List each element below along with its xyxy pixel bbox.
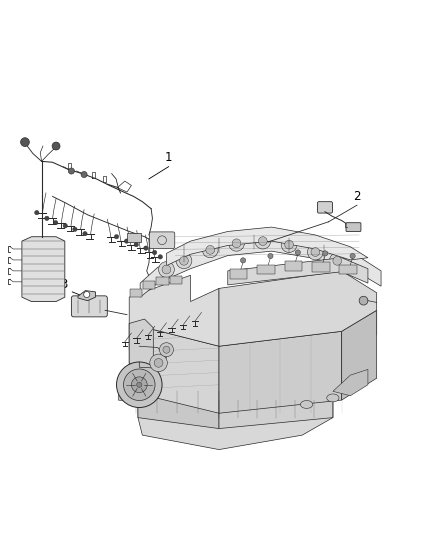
Circle shape [68, 168, 74, 174]
Circle shape [124, 239, 129, 243]
Circle shape [73, 227, 77, 231]
Circle shape [137, 382, 142, 387]
Polygon shape [333, 369, 368, 395]
FancyBboxPatch shape [318, 201, 332, 213]
Polygon shape [22, 237, 65, 302]
Bar [130, 289, 142, 297]
Bar [312, 262, 330, 272]
Polygon shape [228, 258, 368, 285]
Circle shape [159, 343, 173, 357]
Circle shape [84, 292, 90, 297]
Circle shape [83, 231, 87, 236]
Circle shape [240, 258, 246, 263]
Circle shape [81, 172, 87, 177]
Circle shape [52, 142, 60, 150]
Circle shape [144, 246, 148, 251]
Ellipse shape [327, 394, 339, 402]
Circle shape [162, 265, 171, 274]
Circle shape [131, 377, 147, 393]
Text: 3: 3 [60, 278, 67, 290]
Circle shape [350, 253, 355, 259]
Circle shape [124, 369, 155, 400]
Bar [285, 261, 302, 271]
Ellipse shape [300, 400, 313, 408]
Circle shape [163, 346, 170, 353]
Polygon shape [118, 383, 138, 402]
Bar [230, 269, 247, 279]
Circle shape [114, 235, 119, 239]
Circle shape [158, 255, 162, 259]
Polygon shape [129, 319, 153, 372]
Polygon shape [166, 227, 368, 265]
FancyBboxPatch shape [149, 232, 175, 248]
Polygon shape [219, 332, 342, 413]
Circle shape [307, 244, 323, 260]
Circle shape [150, 354, 167, 372]
Circle shape [176, 253, 192, 269]
Polygon shape [138, 383, 333, 449]
Bar [127, 233, 141, 243]
Text: 1: 1 [165, 150, 173, 164]
Circle shape [202, 242, 218, 258]
Polygon shape [342, 310, 377, 400]
Circle shape [206, 246, 215, 254]
Circle shape [311, 248, 320, 256]
Circle shape [232, 239, 241, 248]
Circle shape [285, 240, 293, 249]
Circle shape [45, 216, 49, 221]
Circle shape [134, 243, 138, 247]
FancyBboxPatch shape [71, 296, 107, 317]
Circle shape [258, 237, 267, 246]
Circle shape [21, 138, 29, 147]
Circle shape [255, 233, 271, 249]
Bar [257, 265, 275, 274]
Circle shape [35, 211, 39, 215]
Circle shape [295, 250, 300, 255]
Circle shape [152, 251, 157, 255]
Circle shape [229, 236, 244, 251]
Polygon shape [219, 271, 377, 346]
Polygon shape [129, 324, 219, 413]
Polygon shape [138, 387, 219, 429]
Bar [156, 277, 169, 285]
FancyBboxPatch shape [346, 223, 361, 231]
Circle shape [329, 253, 345, 269]
Circle shape [117, 362, 162, 408]
Circle shape [268, 253, 273, 259]
Circle shape [322, 251, 328, 256]
Bar [170, 276, 182, 284]
Polygon shape [129, 310, 377, 373]
Circle shape [333, 256, 342, 265]
Bar [339, 265, 357, 274]
Circle shape [53, 221, 58, 225]
Circle shape [159, 262, 174, 278]
Circle shape [154, 359, 163, 367]
Bar [143, 281, 155, 289]
Polygon shape [129, 275, 219, 346]
Circle shape [359, 296, 368, 305]
Circle shape [63, 223, 67, 228]
Text: 2: 2 [353, 190, 361, 203]
Circle shape [281, 237, 297, 253]
Circle shape [180, 256, 188, 265]
Polygon shape [219, 387, 333, 429]
Polygon shape [78, 290, 95, 301]
Polygon shape [140, 235, 381, 297]
